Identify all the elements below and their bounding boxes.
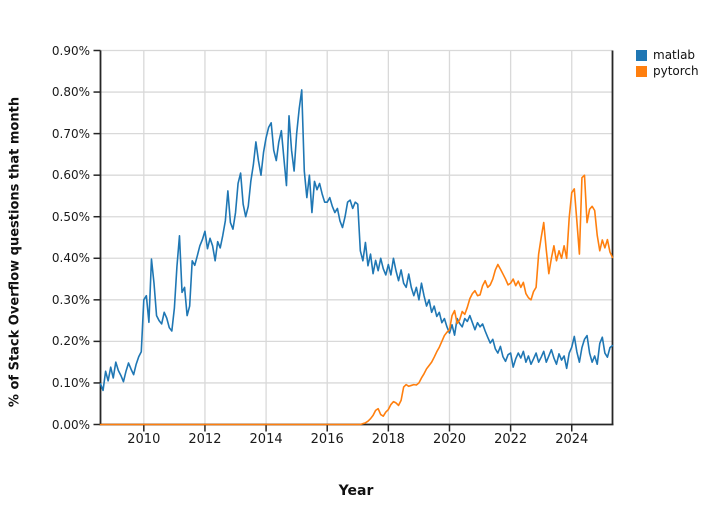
legend: matlab pytorch	[636, 47, 699, 79]
y-tick-label: 0.00%	[51, 417, 90, 432]
y-axis-title: % of Stack Overflow questions that month	[7, 96, 23, 408]
y-tick-label: 0.10%	[51, 375, 90, 390]
legend-label-pytorch: pytorch	[653, 64, 699, 78]
x-axis-title: Year	[338, 483, 374, 499]
y-tick-label: 0.80%	[51, 85, 90, 100]
legend-item-pytorch: pytorch	[636, 63, 699, 79]
y-tick-label: 0.60%	[51, 168, 90, 183]
x-tick-label: 2014	[249, 432, 283, 447]
y-tick-label: 0.50%	[51, 209, 90, 224]
x-tick-label: 2020	[432, 432, 467, 447]
matlab-line	[99, 89, 614, 392]
x-tick-label: 2012	[188, 432, 222, 447]
legend-label-matlab: matlab	[653, 48, 696, 62]
y-tick-label: 0.30%	[51, 292, 90, 307]
x-tick-label: 2022	[494, 432, 528, 447]
x-tick-label: 2018	[371, 432, 405, 447]
x-tick-label: 2024	[555, 432, 589, 447]
pytorch-color-swatch	[636, 65, 647, 77]
x-tick-label: 2016	[310, 432, 344, 447]
y-tick-label: 0.40%	[51, 251, 90, 266]
x-tick-label: 2010	[127, 432, 161, 447]
matlab-color-swatch	[636, 49, 647, 61]
y-tick-label: 0.20%	[51, 334, 90, 349]
y-tick-label: 0.70%	[51, 126, 90, 141]
pytorch-line	[99, 174, 614, 426]
y-tick-label: 0.90%	[51, 43, 90, 58]
legend-item-matlab: matlab	[636, 47, 699, 63]
